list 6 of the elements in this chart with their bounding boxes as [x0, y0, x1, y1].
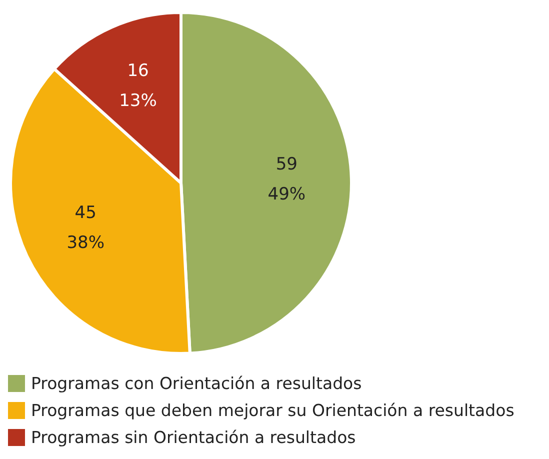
data-label: 59 49%: [268, 154, 306, 205]
legend-label: Programas que deben mejorar su Orientación a resultados: [31, 401, 514, 420]
data-label: 16 13%: [119, 60, 157, 111]
data-label: 45 38%: [66, 202, 104, 253]
legend-label: Programas con Orientación a resultados: [31, 374, 362, 393]
legend-label: Programas sin Orientación a resultados: [31, 428, 356, 447]
